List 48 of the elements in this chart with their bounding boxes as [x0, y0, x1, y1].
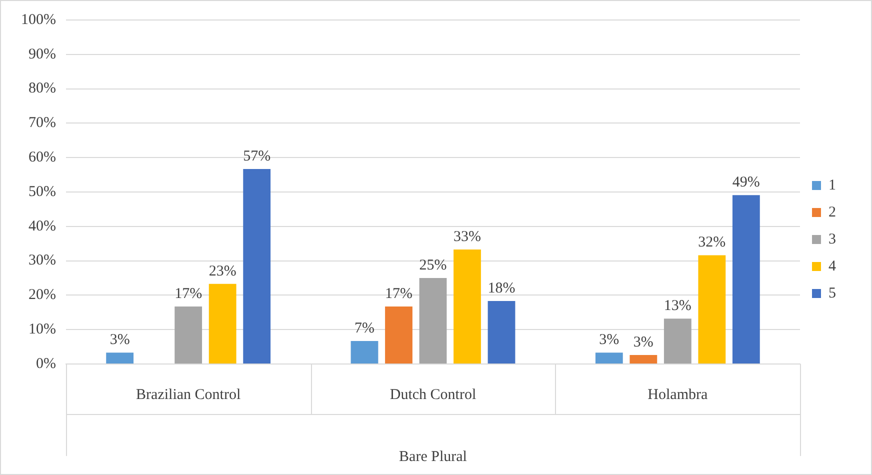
- bar: [664, 318, 692, 364]
- bar: [732, 195, 760, 364]
- data-label: 3%: [633, 334, 654, 350]
- legend-label: 1: [828, 177, 836, 194]
- bar: [208, 284, 236, 364]
- data-label: 7%: [354, 320, 374, 336]
- legend-label: 2: [828, 204, 836, 220]
- y-tick-label: 40%: [28, 218, 56, 234]
- x-tick-label: Dutch Control: [390, 386, 476, 403]
- bar: [243, 168, 271, 364]
- data-label: 17%: [174, 286, 202, 302]
- y-tick-label: 30%: [28, 252, 56, 269]
- data-label: 3%: [110, 332, 130, 348]
- bar: [630, 355, 658, 364]
- bar: [385, 306, 412, 364]
- data-label: 25%: [419, 257, 447, 274]
- bar: [106, 352, 134, 364]
- data-label: 33%: [454, 228, 481, 245]
- legend-label: 4: [828, 258, 836, 274]
- bar: [698, 255, 726, 364]
- bar: [350, 340, 378, 364]
- data-label: 32%: [698, 234, 726, 251]
- data-label: 23%: [208, 263, 236, 280]
- legend-label: 5: [828, 285, 836, 302]
- x-tick-label: Brazilian Control: [136, 386, 241, 403]
- data-label: 57%: [243, 148, 271, 164]
- y-tick-label: 100%: [20, 12, 56, 28]
- bar: [595, 352, 623, 364]
- bar: [488, 301, 516, 364]
- data-label: 17%: [384, 286, 412, 302]
- bar: [174, 306, 202, 364]
- y-tick-label: 0%: [36, 356, 56, 372]
- data-label: 3%: [599, 332, 620, 348]
- data-label: 18%: [488, 280, 516, 296]
- y-tick-label: 20%: [28, 287, 56, 304]
- y-tick-label: 10%: [28, 322, 56, 338]
- x-tick-label: Holambra: [648, 386, 708, 403]
- bar: [454, 249, 481, 364]
- bar: [419, 278, 447, 364]
- y-tick-label: 70%: [28, 115, 56, 132]
- x-axis-title: Bare Plural: [399, 448, 467, 465]
- y-tick-label: 50%: [28, 184, 56, 200]
- y-tick-label: 60%: [28, 150, 56, 166]
- data-label: 13%: [664, 298, 692, 314]
- data-label: 49%: [732, 174, 760, 191]
- y-tick-label: 90%: [28, 46, 56, 62]
- y-tick-label: 80%: [28, 80, 56, 97]
- legend-label: 3: [828, 231, 836, 248]
